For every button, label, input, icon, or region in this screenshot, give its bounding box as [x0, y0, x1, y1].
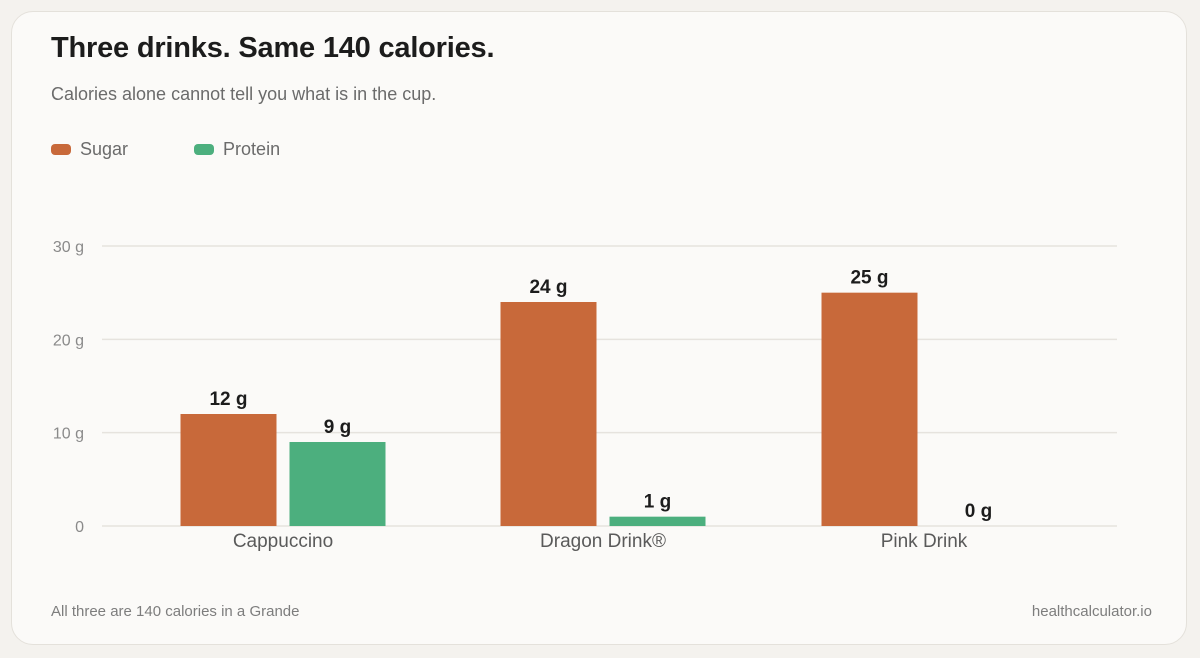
footer-source: healthcalculator.io	[1031, 603, 1152, 620]
legend-swatch-sugar	[51, 144, 71, 155]
bar-sugar-1	[500, 302, 597, 526]
y-tick-label-1: 10 g	[53, 426, 84, 443]
x-tick-label-1: Dragon Drink®	[540, 531, 666, 552]
data-label-sugar-1: 24 g	[529, 277, 567, 298]
legend: Sugar Protein	[51, 139, 280, 160]
bar-protein-1	[609, 516, 706, 526]
data-label-sugar-2: 25 g	[850, 268, 888, 289]
y-tick-label-2: 20 g	[53, 332, 84, 349]
x-tick-label-2: Pink Drink	[881, 531, 968, 552]
legend-item-protein: Protein	[194, 139, 280, 160]
legend-label-protein: Protein	[223, 139, 281, 159]
chart-title: Three drinks. Same 140 calories.	[51, 32, 495, 64]
legend-swatch-protein	[194, 144, 215, 155]
y-tick-label-0: 0	[75, 519, 84, 536]
data-label-protein-0: 9 g	[324, 417, 351, 438]
chart-subtitle: Calories alone cannot tell you what is i…	[51, 84, 437, 104]
bar-sugar-0	[180, 414, 277, 526]
data-label-sugar-0: 12 g	[209, 389, 247, 410]
bar-sugar-2	[821, 292, 918, 526]
bar-protein-0	[289, 442, 386, 526]
legend-item-sugar: Sugar	[51, 139, 128, 160]
chart-card	[11, 11, 1187, 645]
y-tick-label-3: 30 g	[53, 239, 84, 256]
data-label-protein-1: 1 g	[644, 492, 671, 513]
x-tick-label-0: Cappuccino	[233, 531, 333, 552]
footer-note: All three are 140 calories in a Grande	[51, 603, 300, 620]
data-label-protein-2: 0 g	[965, 501, 992, 522]
legend-label-sugar: Sugar	[80, 139, 129, 159]
